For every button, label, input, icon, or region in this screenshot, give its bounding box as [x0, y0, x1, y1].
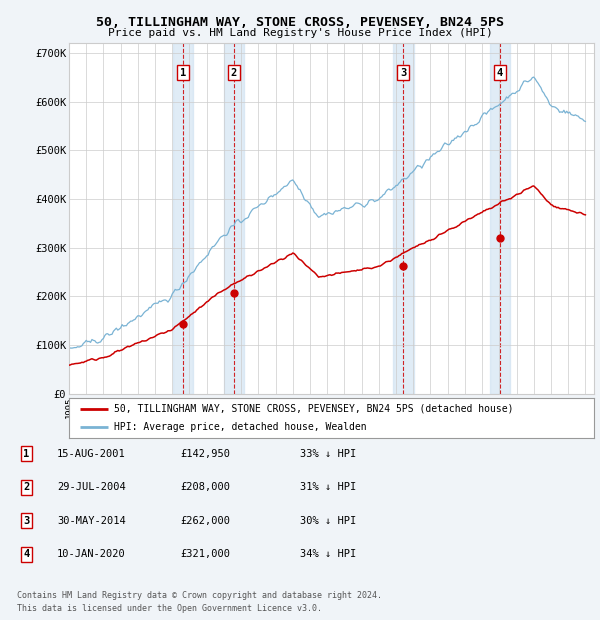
Text: HPI: Average price, detached house, Wealden: HPI: Average price, detached house, Weal… — [113, 422, 366, 433]
Bar — [224, 43, 244, 394]
Text: This data is licensed under the Open Government Licence v3.0.: This data is licensed under the Open Gov… — [17, 603, 322, 613]
Text: 30% ↓ HPI: 30% ↓ HPI — [300, 516, 356, 526]
Text: £208,000: £208,000 — [180, 482, 230, 492]
Text: 29-JUL-2004: 29-JUL-2004 — [57, 482, 126, 492]
Text: 50, TILLINGHAM WAY, STONE CROSS, PEVENSEY, BN24 5PS (detached house): 50, TILLINGHAM WAY, STONE CROSS, PEVENSE… — [113, 404, 513, 414]
Bar — [173, 43, 193, 394]
Text: 2: 2 — [23, 482, 29, 492]
Text: Price paid vs. HM Land Registry's House Price Index (HPI): Price paid vs. HM Land Registry's House … — [107, 28, 493, 38]
Text: 10-JAN-2020: 10-JAN-2020 — [57, 549, 126, 559]
Bar — [490, 43, 510, 394]
Text: £262,000: £262,000 — [180, 516, 230, 526]
Text: 33% ↓ HPI: 33% ↓ HPI — [300, 449, 356, 459]
Text: 3: 3 — [400, 68, 406, 78]
Text: 15-AUG-2001: 15-AUG-2001 — [57, 449, 126, 459]
Text: 1: 1 — [23, 449, 29, 459]
Text: 1: 1 — [180, 68, 186, 78]
Text: £321,000: £321,000 — [180, 549, 230, 559]
Text: 50, TILLINGHAM WAY, STONE CROSS, PEVENSEY, BN24 5PS: 50, TILLINGHAM WAY, STONE CROSS, PEVENSE… — [96, 16, 504, 29]
Bar — [393, 43, 413, 394]
Text: 4: 4 — [497, 68, 503, 78]
Text: 4: 4 — [23, 549, 29, 559]
Text: £142,950: £142,950 — [180, 449, 230, 459]
Text: 30-MAY-2014: 30-MAY-2014 — [57, 516, 126, 526]
Text: Contains HM Land Registry data © Crown copyright and database right 2024.: Contains HM Land Registry data © Crown c… — [17, 591, 382, 600]
Text: 2: 2 — [231, 68, 237, 78]
Text: 3: 3 — [23, 516, 29, 526]
Text: 31% ↓ HPI: 31% ↓ HPI — [300, 482, 356, 492]
Text: 34% ↓ HPI: 34% ↓ HPI — [300, 549, 356, 559]
